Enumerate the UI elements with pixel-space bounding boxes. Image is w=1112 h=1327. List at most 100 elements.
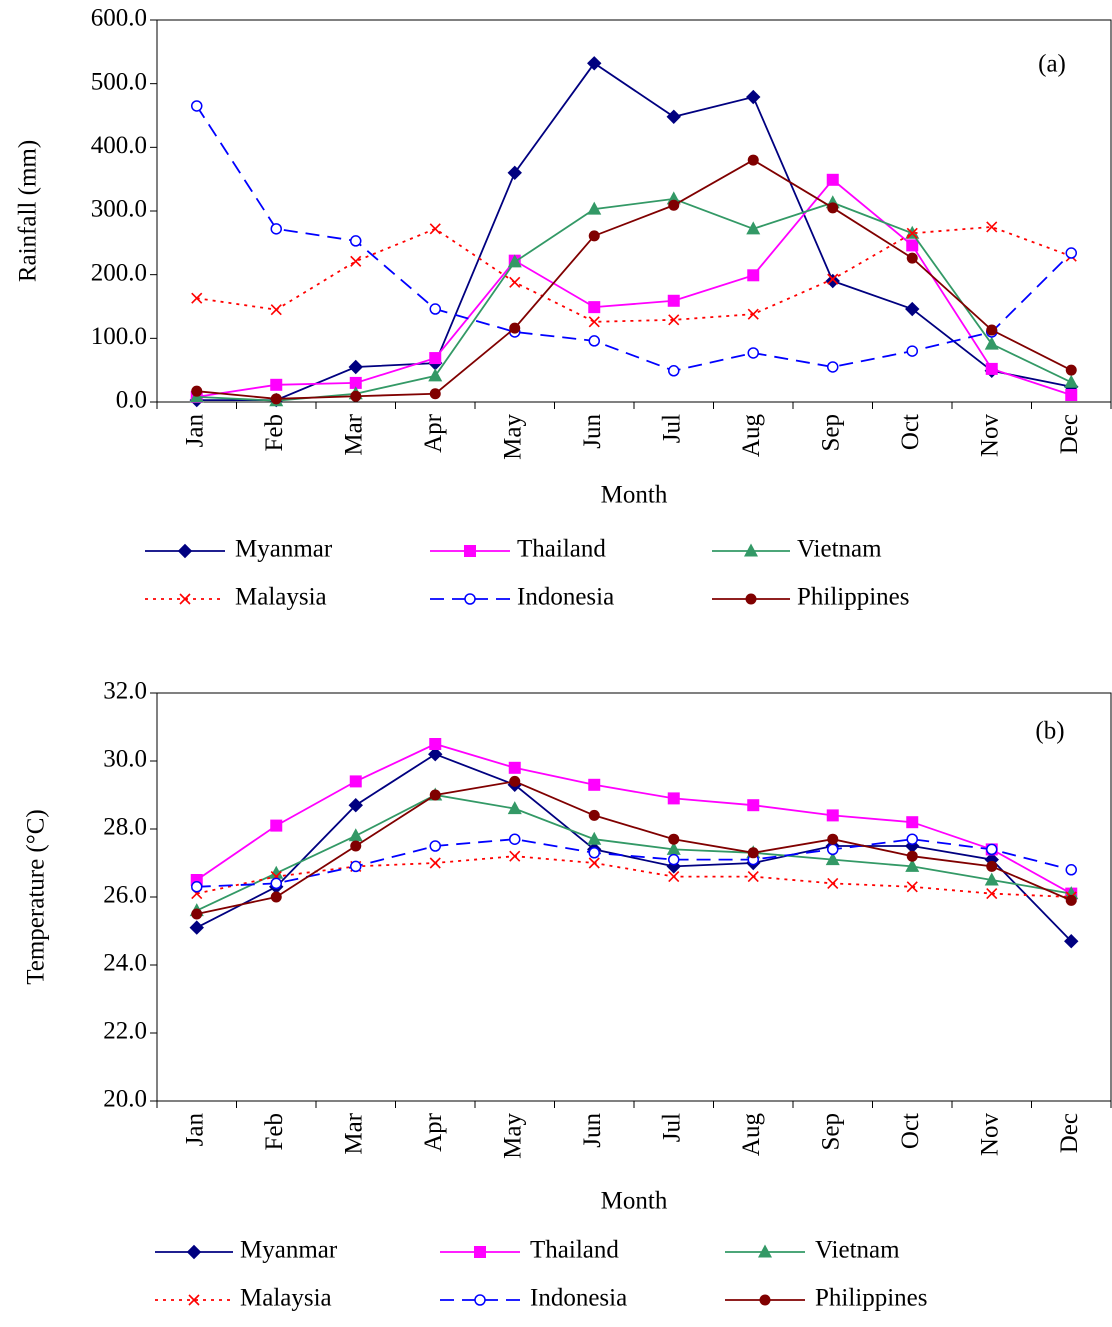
- point-marker: [1065, 364, 1077, 376]
- point-marker: [668, 853, 680, 866]
- x-tick-label: Jun: [579, 1113, 606, 1148]
- point-marker: [747, 269, 760, 282]
- point-marker: [507, 801, 522, 815]
- point-marker: [906, 239, 919, 252]
- point-marker: [984, 872, 999, 886]
- y-tick-label: 500.0: [91, 68, 147, 95]
- legend-label: Vietnam: [797, 536, 882, 563]
- point-marker: [588, 778, 601, 791]
- point-marker: [827, 833, 839, 845]
- legend-label: Philippines: [815, 1285, 928, 1312]
- point-marker: [986, 888, 998, 900]
- x-tick-label: Feb: [261, 414, 288, 452]
- point-marker: [428, 746, 443, 762]
- point-marker: [905, 301, 920, 317]
- x-tick-label: Feb: [261, 1113, 288, 1151]
- point-marker: [746, 89, 761, 105]
- point-marker: [587, 831, 602, 845]
- point-marker: [906, 850, 918, 862]
- series-line: [196, 159, 1072, 400]
- point-marker: [588, 847, 600, 859]
- point-marker: [350, 235, 362, 247]
- x-tick-label: May: [499, 1113, 526, 1159]
- point-marker: [1064, 933, 1079, 949]
- point-marker: [826, 173, 839, 186]
- point-marker: [509, 833, 521, 845]
- legend-marker: [464, 593, 476, 605]
- legend-marker: [186, 1244, 202, 1260]
- legend-marker: [758, 1244, 772, 1258]
- point-marker: [191, 100, 203, 112]
- point-marker: [747, 308, 759, 320]
- point-marker: [189, 920, 204, 935]
- point-marker: [1064, 886, 1079, 900]
- point-marker: [906, 833, 918, 845]
- point-marker: [906, 881, 918, 893]
- y-tick-label: 22.0: [103, 1018, 147, 1045]
- point-marker: [350, 840, 362, 852]
- point-marker: [667, 294, 680, 307]
- point-marker: [1065, 247, 1077, 259]
- point-marker: [985, 362, 998, 375]
- y-tick-label: 300.0: [91, 196, 147, 223]
- x-tick-label: Jan: [181, 414, 208, 448]
- point-marker: [986, 324, 998, 336]
- x-tick-label: Dec: [1056, 1113, 1083, 1153]
- y-tick-label: 200.0: [91, 259, 147, 286]
- point-marker: [746, 221, 761, 235]
- point-marker: [509, 322, 521, 334]
- series-line: [196, 226, 1072, 323]
- x-tick-label: Dec: [1056, 414, 1083, 454]
- x-tick-label: Mar: [340, 1112, 367, 1154]
- legend-marker: [759, 1294, 771, 1306]
- point-marker: [429, 789, 441, 801]
- point-marker: [349, 775, 362, 788]
- point-marker: [191, 908, 203, 920]
- point-marker: [348, 828, 363, 842]
- point-marker: [429, 840, 441, 852]
- legend-label: Malaysia: [235, 584, 327, 611]
- point-marker: [191, 292, 203, 304]
- point-marker: [269, 865, 284, 879]
- y-tick-label: 0.0: [116, 387, 147, 414]
- point-marker: [508, 761, 521, 774]
- point-marker: [270, 877, 282, 890]
- point-marker: [350, 390, 362, 402]
- legend-label: Myanmar: [240, 1237, 338, 1264]
- point-marker: [428, 368, 443, 382]
- point-marker: [668, 871, 680, 883]
- point-marker: [349, 376, 362, 389]
- x-axis-title: Month: [601, 482, 668, 509]
- series-line: [196, 178, 1072, 398]
- point-marker: [747, 871, 759, 883]
- legend-marker: [474, 1246, 486, 1258]
- point-marker: [1065, 388, 1078, 401]
- x-tick-label: Apr: [420, 413, 447, 453]
- point-marker: [906, 345, 918, 357]
- x-tick-label: Jun: [579, 414, 606, 449]
- point-marker: [588, 335, 600, 347]
- x-axis-title: Month: [601, 1188, 668, 1215]
- point-marker: [905, 858, 920, 872]
- series-line: [196, 197, 1072, 402]
- x-tick-label: Jul: [658, 414, 685, 443]
- y-axis-title: Rainfall (mm): [15, 140, 42, 282]
- point-marker: [1064, 374, 1079, 388]
- point-marker: [827, 361, 839, 373]
- point-marker: [191, 385, 203, 397]
- legend-marker: [188, 1294, 200, 1306]
- y-tick-label: 32.0: [103, 678, 147, 705]
- y-tick-label: 24.0: [103, 950, 147, 977]
- point-marker: [509, 850, 521, 862]
- point-marker: [587, 56, 602, 71]
- panel-label: (b): [1035, 718, 1064, 745]
- point-marker: [747, 799, 760, 812]
- point-marker: [667, 792, 680, 805]
- point-marker: [587, 201, 602, 215]
- legend-label: Thailand: [530, 1237, 619, 1264]
- point-marker: [986, 843, 998, 856]
- point-marker: [588, 301, 601, 314]
- point-marker: [747, 347, 759, 359]
- point-marker: [507, 254, 522, 268]
